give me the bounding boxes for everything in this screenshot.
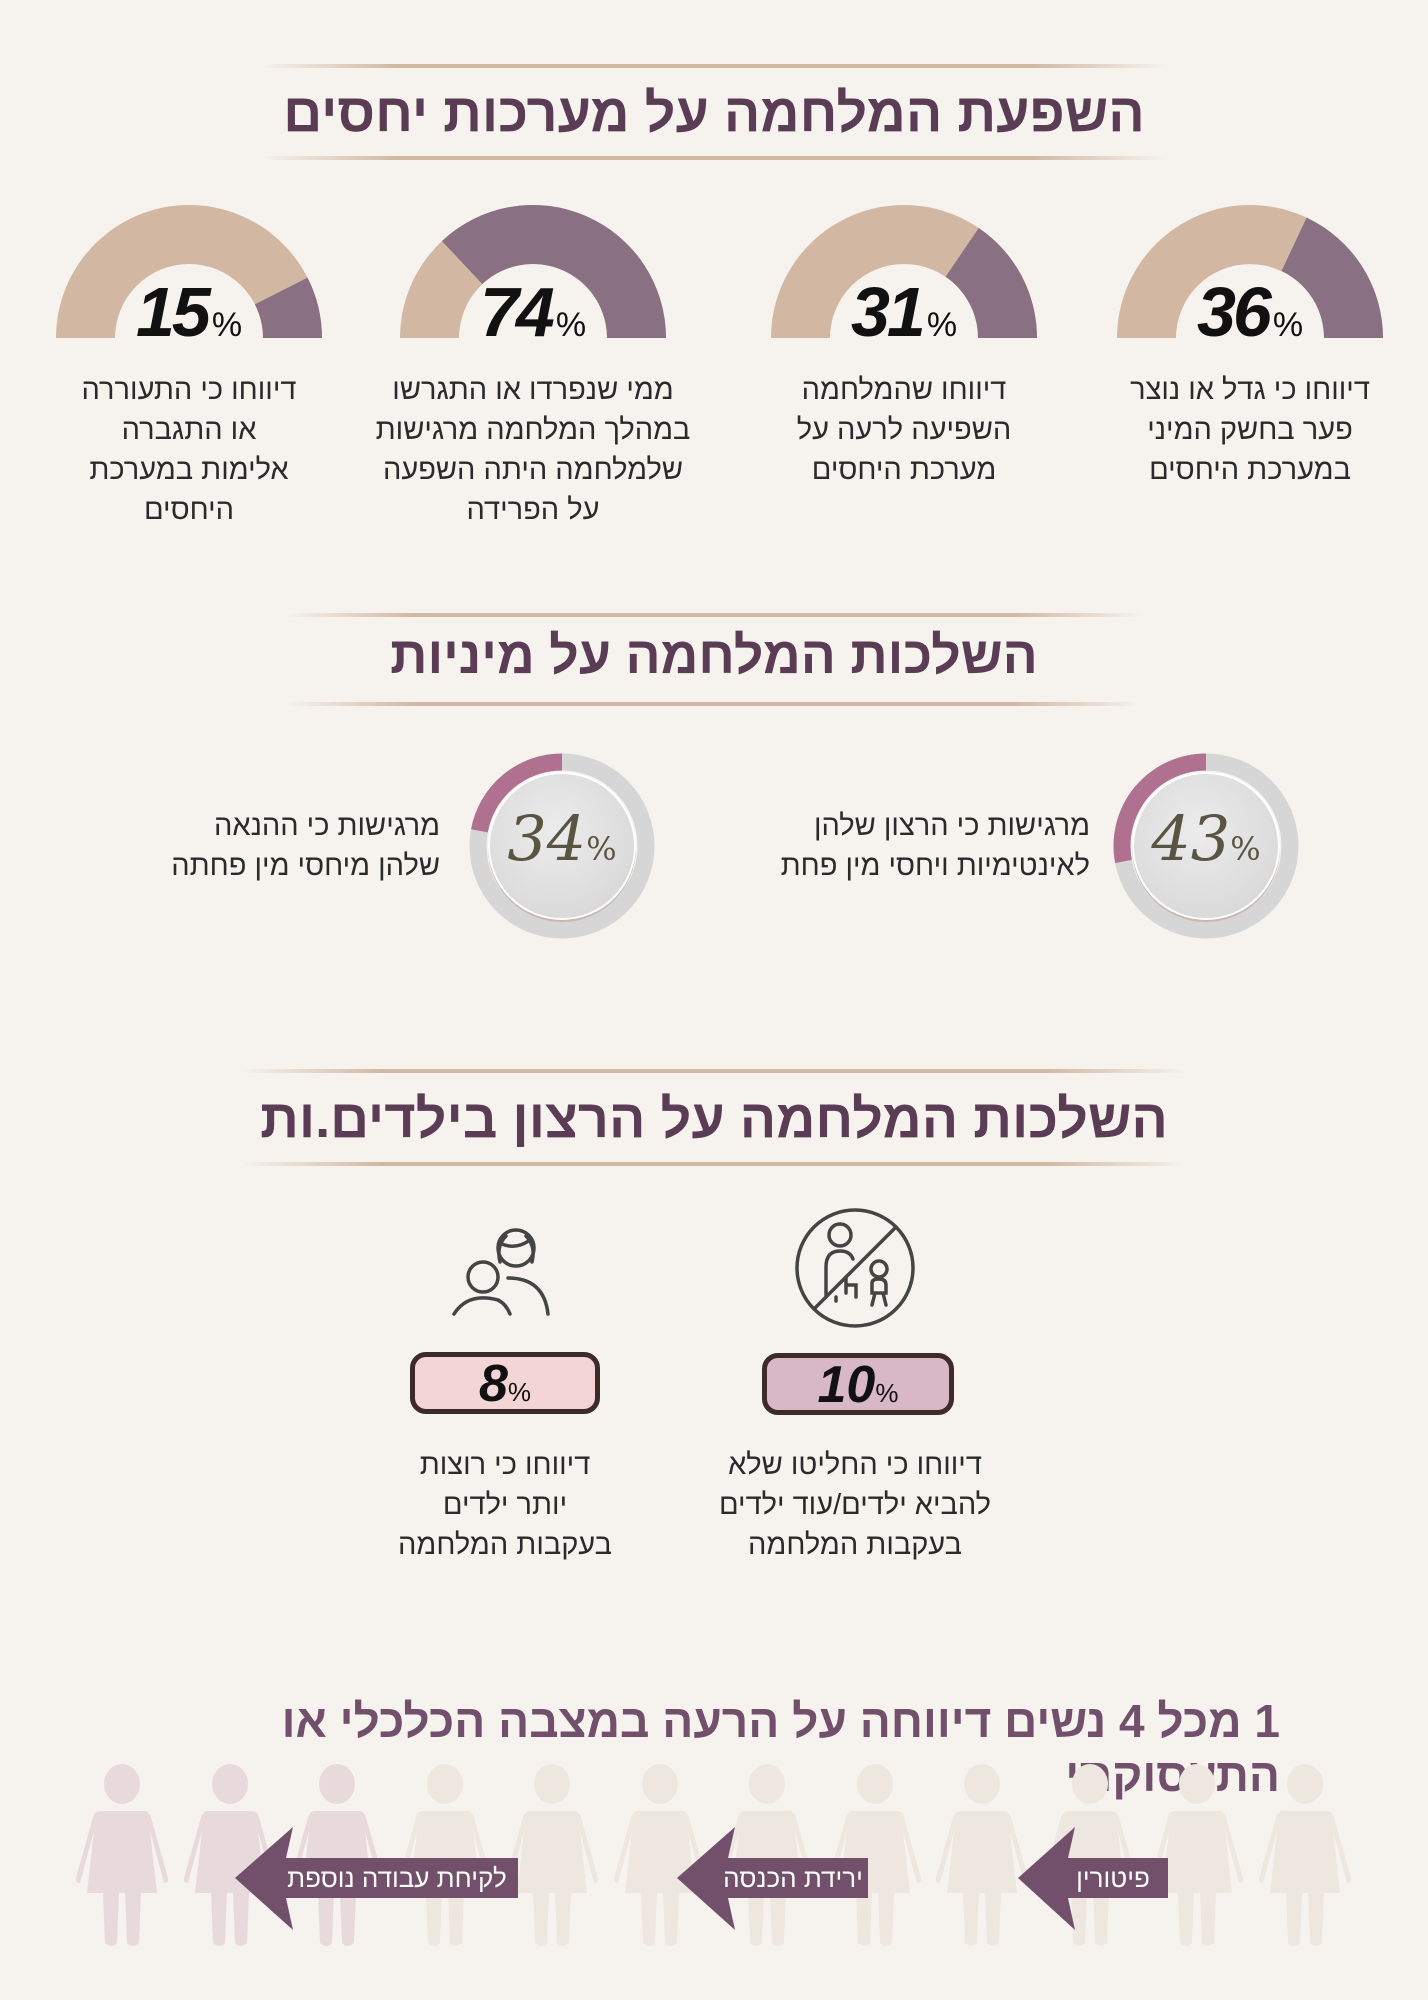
- ring-value-arc: [1113, 753, 1207, 864]
- gauge-value: 31: [850, 273, 926, 351]
- section3-title: השלכות המלחמה על הרצון בילדים.ות: [260, 1089, 1168, 1149]
- ring-chart: [469, 753, 655, 939]
- gauge-percent: 15%: [89, 272, 289, 352]
- arrows-layer: [235, 1827, 1168, 1930]
- woman-figure: [828, 1764, 921, 1946]
- percent-sign: %: [926, 306, 958, 344]
- gauge-percent: 36%: [1150, 272, 1350, 352]
- woman-figure: [1150, 1764, 1244, 1946]
- percent-sign: %: [1272, 306, 1304, 344]
- ring-value-arc: [471, 753, 563, 833]
- section1-title: השפעת המלחמה על מערכות יחסים: [283, 83, 1145, 143]
- ring-percent: 34%: [472, 802, 652, 875]
- section4-title: 1 מכל 4 נשים דיווחה על הרעה במצבה הכלכלי…: [281, 1695, 1280, 1801]
- arrow-label-layoffs: פיטורין: [1076, 1863, 1150, 1893]
- gauge-chart: [1117, 205, 1383, 338]
- ring-value: 43: [1151, 802, 1231, 875]
- gauge-percent: 31%: [804, 272, 1004, 352]
- woman-figure: [1258, 1764, 1351, 1946]
- arrow-label-income-drop: ירידת הכנסה: [723, 1863, 863, 1893]
- ring-face: [488, 772, 636, 920]
- gauge-value-segment: [254, 277, 322, 338]
- percent-badge-8: 8%: [410, 1352, 600, 1414]
- gauge-value: 15: [135, 273, 211, 351]
- title-rule-bottom: [285, 702, 1143, 706]
- parent-child-icon: [452, 1228, 550, 1316]
- woman-figure: [75, 1764, 169, 1946]
- ring-description: מרגישות כי הרצון שלהן לאינטימיות ויחסי מ…: [780, 810, 1090, 882]
- title-rule-top: [285, 613, 1143, 617]
- title-rule-top: [260, 64, 1168, 68]
- ring-description: מרגישות כי ההנאה שלהן מיחסי מין פחתה: [171, 810, 440, 882]
- gauge-percent: 74%: [433, 272, 633, 352]
- gauge-value: 74: [479, 273, 555, 351]
- ring-percent: 43%: [1116, 802, 1296, 875]
- woman-figure: [935, 1764, 1029, 1946]
- arrow-extra-work: [235, 1827, 518, 1930]
- gauge-description: דיווחו כי גדל או נוצר פער בחשק המיני במע…: [1130, 374, 1370, 486]
- gauge-description: דיווחו שהמלחמה השפיעה לרעה על מערכת היחס…: [796, 374, 1012, 486]
- percent-sign: %: [555, 306, 587, 344]
- ring-value: 34: [507, 802, 587, 875]
- gauge-value-segment: [1281, 217, 1383, 338]
- title-rule-bottom: [260, 156, 1168, 160]
- gauge-value-segment: [945, 227, 1037, 338]
- gauge-value-segment: [441, 205, 666, 338]
- arrow-layoffs: [1018, 1827, 1168, 1930]
- gauge-chart: [771, 205, 1037, 338]
- ring-face: [1132, 772, 1280, 920]
- percent-sign: %: [1230, 830, 1261, 868]
- more-children-text: דיווחו כי רוצות יותר ילדים בעקבות המלחמה: [398, 1449, 612, 1561]
- ring-chart: [1113, 753, 1299, 939]
- percent-sign: %: [211, 306, 243, 344]
- percent-sign: %: [586, 830, 617, 868]
- gauge-description: ממי שנפרדו או התגרשו במהלך המלחמה מרגישו…: [375, 374, 691, 526]
- percent-badge-10: 10%: [762, 1353, 954, 1415]
- section2-title: השלכות המלחמה על מיניות: [390, 627, 1038, 685]
- gauge-description: דיווחו כי התעוררה או התגברה אלימות במערכ…: [81, 374, 297, 526]
- woman-figure: [505, 1764, 599, 1946]
- no-children-text: דיווחו כי החליטו שלא להביא ילדים/עוד ילד…: [718, 1449, 992, 1561]
- no-children-icon: [795, 1208, 915, 1328]
- gauge-chart: [400, 205, 666, 338]
- title-rule-top: [240, 1069, 1188, 1073]
- title-rule-bottom: [240, 1162, 1188, 1166]
- gauge-value: 36: [1196, 273, 1272, 351]
- arrow-income-drop: [677, 1827, 868, 1930]
- woman-figure: [613, 1764, 706, 1946]
- arrow-label-extra-work: לקיחת עבודה נוספת: [287, 1863, 507, 1893]
- gauge-chart: [56, 205, 322, 338]
